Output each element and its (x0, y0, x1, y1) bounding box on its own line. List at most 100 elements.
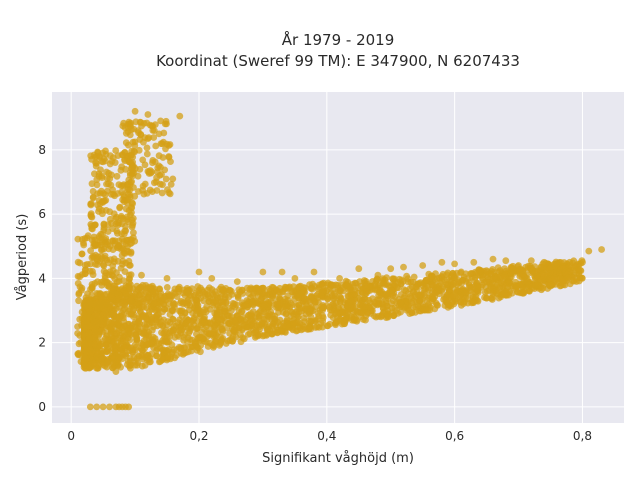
y-tick-label: 0 (38, 400, 46, 414)
data-point (95, 350, 102, 357)
data-point (133, 282, 141, 290)
data-point (264, 299, 272, 306)
data-point (127, 271, 135, 279)
data-point (87, 210, 95, 218)
data-point (123, 361, 131, 368)
data-point (394, 284, 402, 292)
data-point (163, 275, 171, 282)
data-point (78, 321, 85, 329)
data-point (193, 289, 200, 297)
y-axis-ticks: 0 2 4 6 8 (38, 143, 46, 414)
data-point (95, 332, 102, 340)
data-point (103, 180, 110, 188)
data-point (407, 278, 415, 286)
data-point (184, 287, 192, 295)
data-point (138, 362, 146, 370)
data-point (139, 281, 147, 289)
data-point (162, 117, 170, 125)
data-point (408, 309, 416, 317)
data-point (375, 292, 382, 299)
data-point (157, 318, 165, 325)
data-point (125, 279, 133, 286)
data-point (259, 268, 267, 276)
data-point (259, 284, 267, 292)
data-point (233, 278, 241, 285)
data-point (119, 245, 127, 253)
data-point (277, 326, 285, 334)
data-point (96, 190, 104, 197)
data-point (191, 295, 199, 303)
data-point (114, 314, 122, 322)
data-point (80, 241, 88, 249)
data-point (125, 325, 133, 333)
data-point (422, 285, 429, 293)
data-point (211, 288, 219, 295)
data-point (229, 300, 237, 307)
data-point (579, 258, 586, 266)
data-point (351, 291, 359, 298)
data-point (335, 287, 343, 295)
data-point (87, 247, 94, 255)
data-point (153, 174, 161, 182)
data-point (75, 297, 82, 305)
data-point (219, 301, 227, 309)
data-point (139, 347, 147, 354)
data-point (430, 282, 438, 290)
data-point (125, 158, 133, 166)
data-point (329, 300, 337, 308)
data-point (160, 294, 168, 302)
data-point (121, 124, 129, 131)
data-point (359, 304, 367, 311)
data-point (301, 323, 308, 331)
data-point (208, 275, 216, 282)
data-point (577, 267, 585, 275)
data-point (239, 334, 247, 342)
data-point (194, 305, 202, 313)
data-point (243, 297, 251, 304)
data-point (169, 301, 177, 308)
data-point (91, 328, 99, 335)
data-point (185, 329, 193, 337)
data-point (112, 368, 120, 375)
data-point (355, 265, 363, 273)
data-point (88, 281, 96, 288)
data-point (464, 295, 471, 303)
y-tick-label: 4 (38, 271, 46, 285)
data-point (122, 227, 130, 235)
data-point (564, 274, 572, 282)
data-point (86, 346, 94, 353)
data-point (104, 357, 112, 365)
data-point (90, 318, 98, 325)
chart-title-line-2: Koordinat (Sweref 99 TM): E 347900, N 62… (156, 52, 520, 70)
data-point (81, 261, 89, 269)
data-point (102, 306, 110, 314)
data-point (261, 289, 268, 297)
data-point (195, 333, 203, 341)
data-point (117, 363, 124, 371)
data-point (162, 175, 170, 183)
data-point (98, 297, 106, 305)
data-point (352, 280, 360, 287)
data-point (194, 324, 202, 332)
data-point (382, 296, 390, 304)
data-point (104, 282, 111, 289)
data-point (182, 320, 190, 327)
data-point (488, 294, 496, 302)
data-point (324, 293, 332, 300)
data-point (91, 236, 99, 244)
data-point (112, 147, 120, 154)
data-point (113, 172, 121, 180)
data-point (113, 329, 121, 337)
data-point (246, 330, 254, 338)
data-point (78, 250, 86, 258)
data-point (450, 280, 457, 288)
data-point (108, 310, 116, 317)
chart-title-line-1: År 1979 - 2019 (282, 30, 395, 49)
data-point (108, 158, 116, 165)
data-point (158, 189, 166, 197)
data-point (98, 236, 105, 244)
data-point (114, 190, 122, 197)
data-point (97, 230, 105, 238)
data-point (84, 232, 92, 240)
data-point (502, 257, 510, 265)
